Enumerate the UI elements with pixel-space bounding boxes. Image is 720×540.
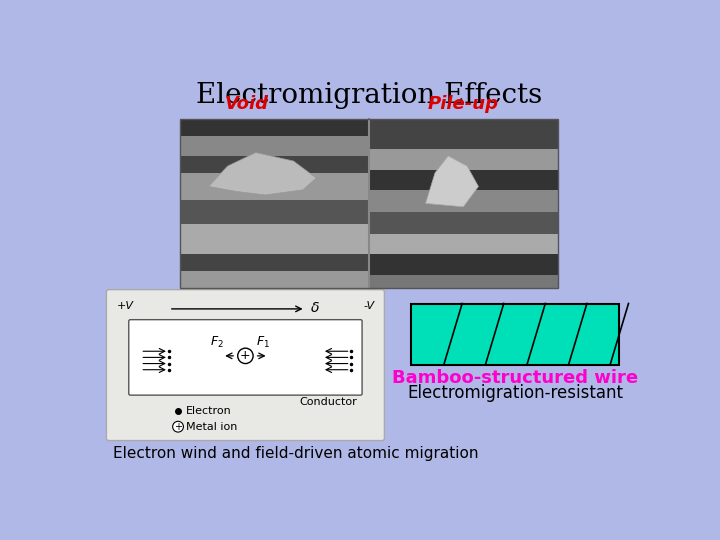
Bar — [369, 234, 558, 254]
Bar — [369, 274, 558, 288]
Bar — [180, 224, 369, 254]
Bar — [180, 119, 558, 288]
Bar — [180, 271, 369, 288]
FancyBboxPatch shape — [107, 289, 384, 441]
Bar — [369, 119, 558, 149]
Text: +: + — [240, 349, 251, 362]
FancyBboxPatch shape — [129, 320, 362, 395]
Polygon shape — [209, 153, 316, 195]
Bar — [180, 173, 369, 200]
Bar — [369, 212, 558, 234]
Bar — [369, 149, 558, 170]
Bar — [180, 156, 369, 173]
Bar — [180, 254, 369, 271]
FancyBboxPatch shape — [86, 59, 652, 486]
Text: Electromigration-resistant: Electromigration-resistant — [408, 384, 624, 402]
Text: $F_2$: $F_2$ — [210, 335, 224, 350]
Bar — [369, 254, 558, 274]
Bar — [369, 190, 558, 212]
Polygon shape — [426, 156, 478, 207]
Text: Bamboo-structured wire: Bamboo-structured wire — [392, 369, 639, 387]
Bar — [180, 136, 369, 156]
Text: Electron wind and field-driven atomic migration: Electron wind and field-driven atomic mi… — [112, 446, 478, 461]
Text: Conductor: Conductor — [299, 397, 356, 408]
Text: +V: +V — [117, 301, 133, 311]
Bar — [411, 303, 619, 365]
Text: Electron: Electron — [186, 406, 232, 416]
Bar — [180, 200, 369, 224]
Text: Metal ion: Metal ion — [186, 422, 237, 431]
Bar — [180, 119, 558, 288]
Bar — [369, 170, 558, 190]
Bar — [180, 119, 369, 136]
Text: Void: Void — [225, 94, 269, 112]
Circle shape — [238, 348, 253, 363]
Text: -V: -V — [364, 301, 374, 311]
Circle shape — [173, 421, 184, 432]
Text: δ: δ — [311, 301, 320, 315]
Text: Electromigration Effects: Electromigration Effects — [196, 82, 542, 109]
Text: Pile-up: Pile-up — [428, 94, 499, 112]
Text: $F_1$: $F_1$ — [256, 335, 270, 350]
Text: +: + — [174, 422, 182, 431]
